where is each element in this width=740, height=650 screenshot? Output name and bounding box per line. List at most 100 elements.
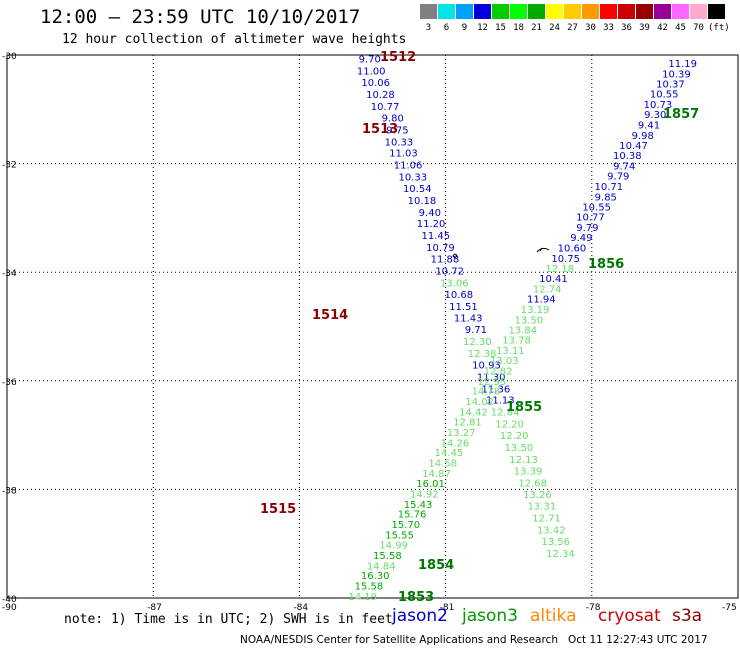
wave-height-value: 15.43	[404, 500, 433, 511]
wave-height-value: 9.80	[382, 113, 404, 124]
legend-swatch	[600, 4, 617, 19]
wave-height-value: 14.99	[379, 540, 408, 551]
wave-height-value: 15.76	[398, 510, 427, 521]
wave-height-value: 14.26	[441, 438, 470, 449]
wave-height-value: 10.77	[371, 102, 400, 113]
wave-height-value: 12.38	[468, 349, 497, 360]
pass-number-label: 1514	[312, 308, 348, 323]
wave-height-value: 15.55	[385, 531, 414, 542]
wave-height-value: 13.42	[537, 525, 566, 536]
pass-number-label: 1854	[418, 558, 454, 573]
lat-tick-label: -36	[2, 378, 17, 388]
wave-height-value: 10.77	[576, 213, 605, 224]
wave-height-value: 12.30	[463, 337, 492, 348]
wave-height-value: 11.43	[454, 314, 483, 325]
legend-label: 36	[621, 23, 632, 33]
lon-tick-label: -81	[440, 603, 455, 613]
wave-height-value: 11.00	[357, 67, 386, 78]
pass-number-label: 1515	[260, 502, 296, 517]
wave-height-value: 11.51	[449, 302, 478, 313]
wave-height-value: 12.34	[546, 549, 575, 560]
wave-height-value: 13.50	[514, 315, 543, 326]
legend-s3a: s3a	[672, 606, 703, 626]
page-subtitle: 12 hour collection of altimeter wave hei…	[62, 32, 407, 47]
legend-swatch	[456, 4, 473, 19]
wave-height-value: 10.28	[366, 90, 395, 101]
legend-label: 21	[531, 23, 542, 33]
wave-height-value: 10.47	[619, 141, 648, 152]
legend-label: 6	[443, 23, 450, 33]
legend-jason2: jason2	[392, 606, 448, 626]
legend-label: 15	[495, 23, 506, 33]
wave-height-value: 9.75	[386, 125, 408, 136]
wave-height-value: 14.58	[428, 459, 457, 470]
wave-height-value: 13.39	[514, 466, 543, 477]
legend-swatch	[564, 4, 581, 19]
wave-height-value: 9.74	[613, 162, 635, 173]
wave-height-value: 15.58	[373, 551, 402, 562]
wave-height-value: 14.19	[348, 592, 377, 603]
legend-label: 33	[603, 23, 614, 33]
wave-height-value: 11.36	[482, 384, 511, 395]
legend-swatch	[438, 4, 455, 19]
wave-height-value: 9.41	[638, 120, 660, 131]
wave-height-value: 12.13	[509, 455, 538, 466]
wave-height-value: 14.87	[422, 469, 451, 480]
legend-swatch	[672, 4, 689, 19]
wave-height-value: 10.73	[644, 100, 673, 111]
wave-height-value: 9.70	[359, 55, 381, 66]
wave-height-value: 12.18	[545, 264, 574, 275]
legend-swatch	[690, 4, 707, 19]
wave-height-value: 12.74	[533, 285, 562, 296]
island-shape	[536, 247, 550, 253]
wave-height-value: 13.50	[505, 443, 534, 454]
wave-height-value: 9.30	[644, 110, 666, 121]
wave-height-value: 16.30	[361, 571, 390, 582]
wave-height-value: 9.85	[595, 192, 617, 203]
wave-height-value: 12.82	[484, 366, 513, 377]
wave-height-value: 10.41	[539, 274, 568, 285]
wave-height-value: 10.55	[582, 202, 611, 213]
wave-height-value: 10.93	[472, 360, 501, 371]
legend-label: 9	[461, 23, 468, 33]
wave-height-value: 12.71	[532, 514, 561, 525]
wave-height-value: 13.26	[523, 490, 552, 501]
map-frame	[6, 54, 739, 599]
legend-cryosat: cryosat	[598, 606, 661, 626]
wave-height-value: 11.20	[417, 219, 446, 230]
footer-credit: NOAA/NESDIS Center for Satellite Applica…	[240, 634, 708, 646]
wave-height-value: 14.42	[459, 408, 488, 419]
lat-tick-label: -32	[2, 161, 17, 171]
legend-swatch	[636, 4, 653, 19]
pass-number-label: 1857	[663, 107, 699, 122]
pass-number-label: 1513	[362, 122, 398, 137]
wave-height-value: 13.03	[490, 356, 519, 367]
wave-height-value: 12.84	[491, 408, 520, 419]
wave-height-value: 11.19	[668, 59, 697, 70]
legend-swatch	[420, 4, 437, 19]
wave-height-value: 12.20	[495, 420, 524, 431]
legend-label: 39	[639, 23, 650, 33]
wave-height-value: 9.71	[465, 325, 487, 336]
wave-height-value: 10.33	[385, 137, 414, 148]
wave-height-value: 13.78	[502, 336, 531, 347]
island-shape	[452, 253, 458, 258]
wave-height-value: 10.55	[650, 90, 679, 101]
wave-height-value: 10.33	[398, 173, 427, 184]
legend-label: 18	[513, 23, 524, 33]
legend-swatch	[510, 4, 527, 19]
note-text: note: 1) Time is in UTC; 2) SWH is in fe…	[64, 612, 393, 627]
legend-label: 70	[693, 23, 704, 33]
wave-height-value: 12.95	[478, 377, 507, 388]
wave-height-value: 9.79	[576, 223, 598, 234]
wave-height-value: 9.40	[419, 208, 441, 219]
lon-tick-label: -78	[586, 603, 601, 613]
wave-height-value: 10.60	[558, 243, 587, 254]
legend-swatch	[582, 4, 599, 19]
wave-height-value: 13.31	[528, 502, 557, 513]
wave-height-value: 14.84	[367, 561, 396, 572]
wave-height-value: 10.71	[595, 182, 624, 193]
legend-label: 42	[657, 23, 668, 33]
wave-height-value: 16.01	[416, 479, 445, 490]
